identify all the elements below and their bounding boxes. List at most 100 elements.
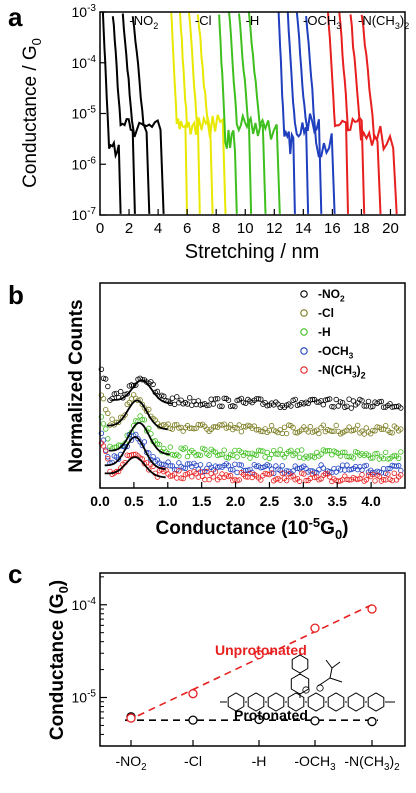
x-tick-label: 16 (324, 220, 341, 237)
data-point (197, 469, 204, 475)
data-point (271, 448, 277, 454)
data-point (230, 467, 236, 473)
data-point (370, 427, 376, 434)
data-point (202, 446, 208, 452)
data-point (105, 436, 111, 442)
gaussian-fit (104, 436, 166, 471)
data-point (264, 449, 270, 456)
data-point (359, 398, 365, 404)
data-point (268, 466, 275, 472)
data-point (105, 454, 111, 460)
data-point (324, 448, 331, 454)
data-point (296, 454, 303, 460)
x-tick-label: 20 (382, 220, 399, 237)
data-point (146, 425, 152, 432)
data-point (186, 395, 193, 401)
data-point (184, 461, 191, 467)
data-point (102, 376, 109, 382)
data-point (368, 404, 374, 410)
data-point (273, 451, 279, 457)
data-point (176, 453, 182, 459)
data-point (238, 462, 245, 468)
data-point (227, 422, 234, 428)
gaussian-fit (111, 379, 173, 405)
data-point (279, 470, 285, 476)
data-point (238, 429, 245, 435)
unprotonated-point (367, 604, 377, 614)
x-tick-label: 2.0 (226, 493, 246, 509)
data-point (212, 396, 219, 402)
data-point (133, 418, 139, 424)
data-point (288, 447, 294, 453)
data-point (105, 456, 111, 462)
data-point (283, 430, 290, 437)
unprotonated-label: Unprotonated (215, 642, 307, 658)
data-point (266, 455, 273, 462)
data-point (372, 451, 378, 457)
data-point (223, 454, 229, 460)
data-point (174, 394, 180, 400)
data-point (219, 451, 225, 458)
pyridinium-ring (290, 673, 310, 695)
data-point (268, 422, 275, 429)
data-point (227, 472, 234, 479)
x-tick-label: 2.5 (260, 493, 280, 509)
data-point (339, 462, 346, 468)
conductance-trace (196, 14, 227, 214)
data-point (214, 396, 221, 402)
data-point (154, 388, 161, 395)
panel-c-letter: c (8, 559, 22, 589)
data-point (258, 477, 264, 483)
data-point (335, 403, 341, 409)
data-point (115, 456, 122, 462)
data-point (393, 463, 400, 469)
panel-a-series-labels: -NO2 -Cl -H -OCH3 -N(CH3)2 (129, 13, 409, 31)
data-point (339, 449, 346, 455)
data-point (288, 403, 294, 409)
data-point (378, 398, 385, 405)
data-point (167, 473, 173, 479)
data-point (206, 452, 212, 458)
x-tick-label: 6 (183, 220, 191, 237)
benzene-ring (247, 692, 265, 712)
data-point (98, 414, 105, 420)
benzene-ring (327, 692, 345, 712)
benzene-ring (227, 692, 245, 712)
data-point (156, 441, 163, 448)
data-point (217, 452, 223, 458)
data-point (370, 403, 376, 410)
data-point (380, 476, 387, 483)
data-point (242, 450, 249, 456)
data-point (277, 477, 283, 483)
data-point (286, 422, 292, 428)
data-point (232, 403, 238, 410)
panel-a-x-ticks: 0 2 4 6 8 10 12 14 16 18 20 (96, 209, 399, 237)
data-point (197, 462, 204, 468)
data-point (109, 416, 115, 422)
unprotonated-point (188, 689, 198, 699)
data-point (98, 430, 105, 436)
data-point (141, 439, 148, 445)
panel-c-y-ticks: 10-4 10-5 (72, 576, 107, 747)
data-point (320, 402, 326, 408)
benzene-ring (287, 692, 305, 712)
data-point (292, 396, 298, 403)
data-point (385, 471, 391, 477)
data-point (279, 463, 285, 469)
data-point (398, 467, 404, 474)
benzene-ring (267, 692, 285, 712)
legend-label: -Cl (318, 306, 334, 320)
panel-b-ylabel: Normalized Counts (66, 299, 87, 472)
x-tick-label: 0.0 (90, 493, 110, 509)
benzene-ring (307, 692, 325, 712)
data-point (277, 447, 283, 453)
data-point (247, 455, 253, 461)
series-label: -N(CH3)2 (358, 13, 409, 31)
data-point (281, 424, 288, 430)
panel-c-ylabel: Conductance (G0) (47, 580, 71, 740)
data-point (383, 423, 389, 429)
legend-label: -H (318, 325, 331, 339)
data-point (355, 422, 361, 429)
bond (329, 667, 333, 679)
panel-a-letter: a (8, 2, 23, 32)
